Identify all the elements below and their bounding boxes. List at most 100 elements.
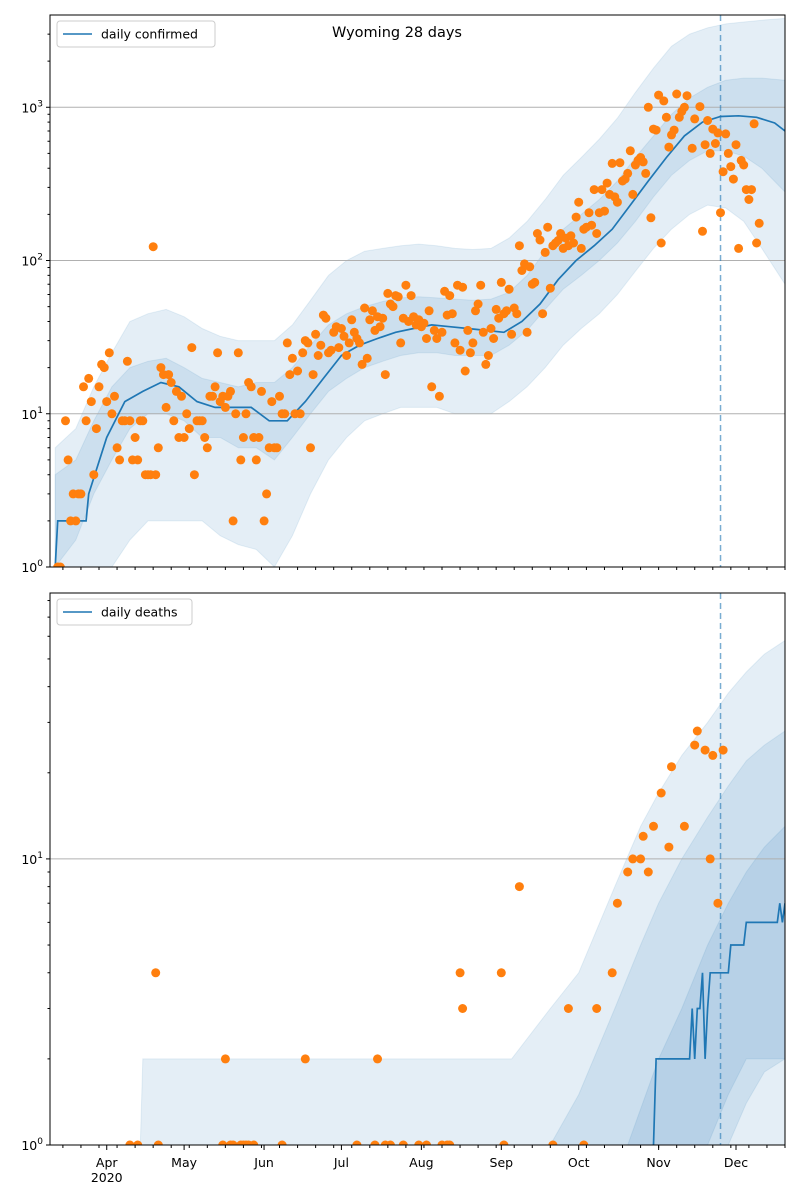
x-tick-label: Jun: [253, 1155, 274, 1170]
observed-point: [679, 102, 689, 112]
confirmed-x-ticks: [62, 567, 786, 570]
observed-point: [607, 968, 617, 978]
observed-point: [700, 140, 710, 150]
observed-point: [553, 236, 563, 245]
fit-line: [652, 903, 785, 1145]
observed-point: [293, 366, 303, 376]
observed-point: [84, 373, 94, 383]
observed-point: [156, 363, 166, 373]
observed-point: [184, 424, 194, 434]
observed-point: [133, 455, 143, 465]
observed-point: [499, 1140, 509, 1145]
observed-point: [478, 327, 488, 337]
observed-point: [592, 229, 602, 238]
observed-point: [151, 470, 161, 480]
observed-point: [476, 280, 486, 290]
observed-point: [352, 1140, 362, 1145]
observed-point: [656, 788, 666, 798]
legend-label-confirmed: daily confirmed: [101, 27, 198, 42]
confirmed-panel: 100 101 102 103 Wyoming 28 days daily confi…: [21, 14, 786, 575]
observed-point: [512, 309, 522, 319]
observed-point: [339, 331, 349, 341]
observed-point: [213, 348, 223, 358]
observed-point: [718, 745, 728, 755]
uncertainty-band: [627, 825, 785, 1145]
observed-point: [166, 378, 176, 387]
x-tick-label: Oct: [568, 1155, 590, 1170]
observed-point: [651, 125, 661, 135]
observed-point: [656, 238, 666, 248]
observed-point: [525, 262, 535, 272]
observed-point: [667, 762, 676, 772]
observed-point: [257, 386, 266, 396]
observed-point: [489, 334, 499, 343]
observed-point: [355, 338, 364, 348]
observed-point: [659, 96, 669, 106]
observed-point: [282, 338, 292, 348]
observed-point: [200, 433, 210, 442]
observed-point: [208, 391, 217, 401]
observed-point: [367, 306, 377, 316]
observed-point: [287, 353, 297, 363]
y-tick-label: 100: [21, 559, 43, 575]
observed-point: [468, 338, 478, 348]
observed-point: [226, 386, 235, 396]
observed-point: [548, 1140, 558, 1145]
observed-point: [259, 516, 269, 526]
observed-point: [308, 370, 318, 380]
x-tick-label: Apr: [96, 1155, 118, 1170]
observed-point: [94, 382, 104, 392]
observed-point: [125, 1140, 135, 1145]
observed-point: [311, 329, 321, 339]
observed-point: [447, 309, 457, 319]
axes-frame: [49, 14, 786, 568]
observed-point: [133, 1140, 143, 1145]
x-tick-label: Sep: [490, 1155, 514, 1170]
observed-point: [125, 416, 135, 426]
observed-point: [502, 306, 511, 316]
observed-point: [401, 280, 411, 290]
observed-point: [641, 168, 651, 178]
observed-point: [718, 167, 728, 177]
observed-point: [726, 162, 736, 172]
observed-point: [313, 351, 323, 360]
observed-point: [600, 206, 609, 216]
observed-point: [437, 327, 447, 337]
observed-point: [218, 1140, 228, 1145]
observed-point: [396, 338, 406, 348]
observed-point: [584, 208, 594, 218]
observed-point: [321, 313, 331, 323]
deaths-fit-line: [652, 903, 785, 1145]
observed-point: [298, 348, 308, 358]
observed-point: [164, 370, 174, 380]
observed-point: [91, 424, 101, 434]
y-tick-label: 102: [21, 253, 43, 269]
observed-point: [79, 382, 88, 392]
observed-point: [81, 416, 91, 426]
observed-point: [514, 241, 524, 251]
observed-point: [182, 409, 192, 419]
observed-point: [739, 160, 749, 170]
observed-point: [236, 455, 246, 465]
observed-point: [545, 283, 555, 293]
axes-frame: [49, 592, 786, 1146]
observed-point: [481, 359, 491, 369]
observed-point: [486, 324, 496, 333]
observed-point: [228, 1140, 238, 1145]
observed-point: [306, 443, 315, 453]
observed-point: [679, 821, 689, 831]
deaths-observed-points: [125, 726, 728, 1145]
observed-point: [463, 325, 473, 335]
observed-point: [450, 338, 460, 348]
observed-point: [378, 313, 388, 323]
observed-point: [700, 745, 710, 755]
x-tick-label: Dec: [724, 1155, 748, 1170]
observed-point: [360, 303, 370, 313]
observed-point: [713, 898, 723, 908]
observed-point: [344, 338, 354, 348]
observed-point: [625, 146, 635, 156]
observed-point: [612, 898, 622, 908]
chart-title: Wyoming 28 days: [332, 25, 462, 41]
observed-point: [55, 562, 65, 567]
